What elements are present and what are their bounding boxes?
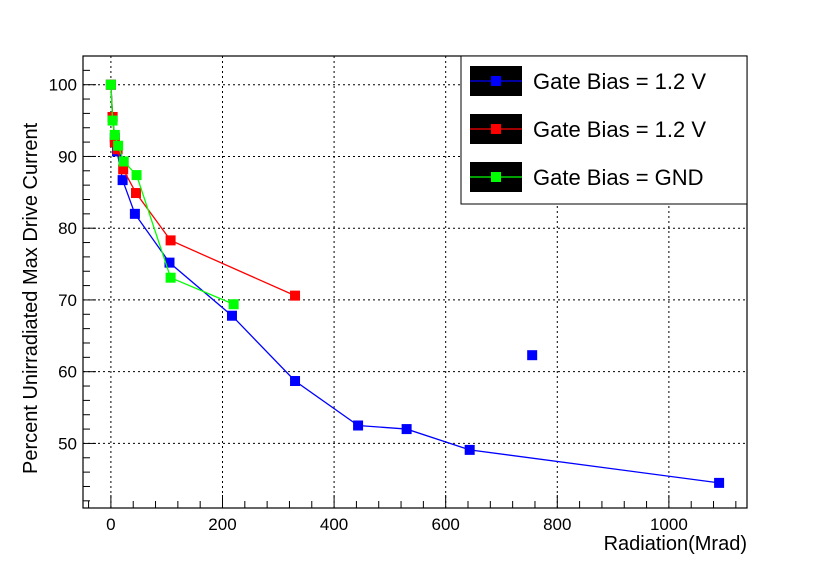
y-tick-label: 100 xyxy=(49,76,77,95)
x-tick-label: 400 xyxy=(320,515,348,534)
y-tick-label: 90 xyxy=(58,147,77,166)
data-point xyxy=(290,376,301,387)
data-point xyxy=(226,310,237,321)
y-tick-label: 60 xyxy=(58,363,77,382)
series xyxy=(527,350,538,361)
legend-label: Gate Bias = 1.2 V xyxy=(533,117,706,142)
x-tick-label: 0 xyxy=(106,515,115,534)
y-tick-label: 80 xyxy=(58,219,77,238)
axes: 0 200 400 600 800 1000 50 60 70 80 90 100 xyxy=(49,55,737,534)
legend-label: Gate Bias = GND xyxy=(533,165,704,190)
legend-swatch-marker xyxy=(491,76,501,86)
data-point xyxy=(290,290,301,301)
y-axis-title: Percent Unirradiated Max Drive Current xyxy=(20,122,42,474)
legend-swatch-marker xyxy=(491,172,501,182)
x-axis-title: Radiation(Mrad) xyxy=(604,533,747,555)
legend-swatch-marker xyxy=(491,124,501,134)
data-point xyxy=(228,299,239,310)
legend-entry: Gate Bias = GND xyxy=(470,162,704,192)
series xyxy=(105,79,301,301)
data-point xyxy=(107,115,118,126)
y-tick-label: 70 xyxy=(58,291,77,310)
data-point xyxy=(353,420,364,431)
data-point xyxy=(527,350,538,361)
legend-entry: Gate Bias = 1.2 V xyxy=(470,114,706,144)
series-layer xyxy=(105,79,725,488)
legend: Gate Bias = 1.2 V Gate Bias = 1.2 V Gate B… xyxy=(460,55,748,205)
data-point xyxy=(129,208,140,219)
x-tick-label: 200 xyxy=(208,515,236,534)
data-point xyxy=(131,188,142,199)
plot-frame xyxy=(82,55,748,509)
data-point xyxy=(118,164,129,175)
data-point xyxy=(165,235,176,246)
data-point xyxy=(118,156,129,167)
data-point xyxy=(464,444,475,455)
legend-label: Gate Bias = 1.2 V xyxy=(533,69,706,94)
data-point xyxy=(109,129,120,140)
data-point xyxy=(401,424,412,435)
data-point xyxy=(714,477,725,488)
y-tick-label: 50 xyxy=(58,434,77,453)
series xyxy=(105,79,239,310)
data-point xyxy=(113,140,124,151)
legend-entry: Gate Bias = 1.2 V xyxy=(470,66,706,96)
data-point xyxy=(117,175,128,186)
data-point xyxy=(164,257,175,268)
series-line xyxy=(110,84,234,305)
data-point xyxy=(165,272,176,283)
x-tick-label: 600 xyxy=(432,515,460,534)
x-tick-label: 1000 xyxy=(650,515,688,534)
x-tick-label: 800 xyxy=(543,515,571,534)
data-point xyxy=(105,79,116,90)
data-point xyxy=(131,170,142,181)
